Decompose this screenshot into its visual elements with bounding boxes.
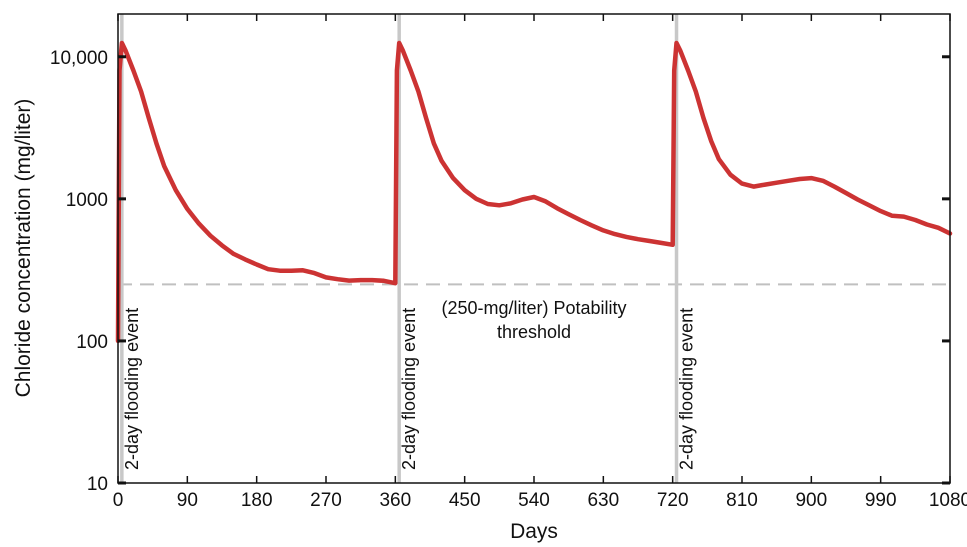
y-axis-title: Chloride concentration (mg/liter) xyxy=(12,99,35,398)
y-tick-label: 1000 xyxy=(66,190,108,211)
chloride-series-line xyxy=(115,40,953,344)
series-layer xyxy=(115,40,953,344)
threshold-label: threshold xyxy=(497,322,571,342)
x-tick-label: 900 xyxy=(795,490,827,511)
x-tick-label: 0 xyxy=(113,490,124,511)
x-tick-label: 990 xyxy=(865,490,897,511)
x-tick-label: 810 xyxy=(726,490,758,511)
x-tick-label: 450 xyxy=(449,490,481,511)
x-tick-label: 720 xyxy=(657,490,689,511)
labels-layer: 2-day flooding event 2-day flooding event… xyxy=(50,48,967,511)
ticks-layer xyxy=(117,14,951,485)
y-tick-label: 10,000 xyxy=(50,48,108,69)
x-tick-label: 360 xyxy=(379,490,411,511)
x-tick-label: 90 xyxy=(177,490,198,511)
x-axis-title: Days xyxy=(510,520,558,543)
x-tick-label: 630 xyxy=(587,490,619,511)
flooding-event-label: 2-day flooding event xyxy=(677,308,697,470)
threshold-label: (250-mg/liter) Potability xyxy=(441,298,626,318)
x-tick-label: 540 xyxy=(518,490,550,511)
flooding-event-label: 2-day flooding event xyxy=(399,308,419,470)
y-tick-label: 100 xyxy=(76,332,108,353)
x-tick-label: 1080 xyxy=(929,490,967,511)
flooding-event-label: 2-day flooding event xyxy=(122,308,142,470)
event-lines-layer xyxy=(120,14,679,483)
x-tick-label: 270 xyxy=(310,490,342,511)
x-tick-label: 180 xyxy=(241,490,273,511)
y-tick-label: 10 xyxy=(87,474,108,495)
plot-frame xyxy=(117,13,951,484)
